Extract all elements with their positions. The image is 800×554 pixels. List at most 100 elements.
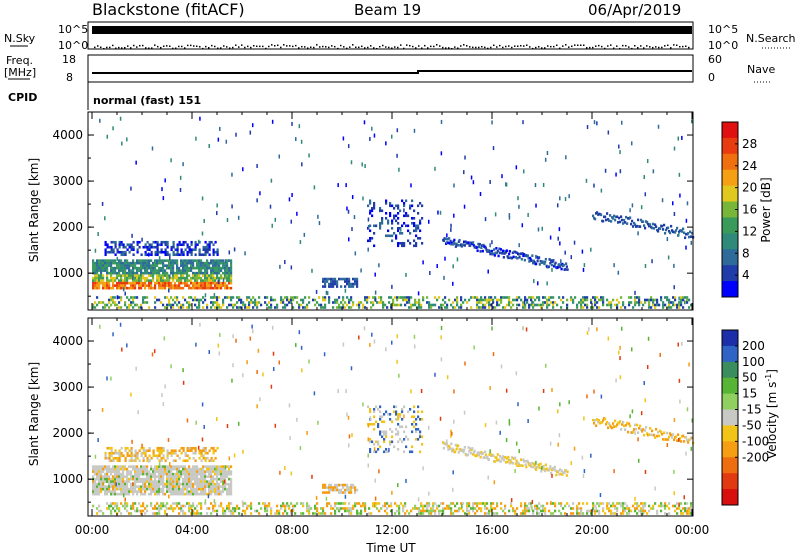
range-time-cell (480, 298, 483, 302)
range-time-cell (620, 502, 623, 505)
range-time-cell (148, 279, 151, 282)
range-time-cell (236, 306, 239, 309)
nsearch-point (196, 45, 198, 48)
range-time-cell (526, 460, 529, 464)
range-time-cell (572, 301, 575, 304)
range-time-cell (336, 298, 339, 302)
range-time-cell (178, 477, 181, 481)
range-time-cell (372, 303, 375, 307)
range-time-cell (498, 459, 501, 463)
range-time-cell (198, 487, 201, 491)
range-time-cell (148, 264, 151, 267)
range-time-cell (138, 261, 141, 265)
range-time-cell (192, 266, 195, 270)
range-time-cell (676, 303, 679, 307)
range-time-cell (564, 268, 567, 271)
range-time-cell (226, 276, 229, 280)
range-time-cell (650, 296, 653, 299)
range-time-cell (118, 465, 121, 468)
range-time-cell (140, 465, 143, 468)
range-time-cell (392, 301, 395, 304)
range-time-cell (342, 298, 345, 302)
range-time-cell (212, 475, 215, 478)
range-time-cell (178, 482, 181, 486)
range-time-cell (462, 502, 465, 505)
range-time-cell (523, 258, 526, 262)
range-time-cell (678, 303, 681, 307)
range-time-cell (493, 480, 496, 485)
range-time-cell (413, 420, 416, 424)
range-time-cell (98, 276, 101, 280)
range-time-cell (168, 494, 170, 499)
range-time-cell (222, 477, 225, 481)
range-time-cell (116, 477, 119, 481)
range-time-cell (326, 280, 329, 283)
range-time-cell (190, 504, 193, 508)
range-time-cell (202, 245, 205, 249)
range-time-cell (168, 266, 171, 270)
range-time-cell (404, 512, 407, 515)
range-time-cell (330, 488, 333, 492)
range-time-cell (182, 276, 185, 280)
range-time-cell (308, 512, 311, 515)
range-time-cell (146, 296, 149, 299)
range-time-cell (590, 509, 593, 513)
range-time-cell (106, 286, 109, 290)
range-time-cell (354, 277, 357, 281)
range-time-cell (346, 483, 349, 487)
range-time-cell (110, 451, 113, 455)
range-time-cell (524, 306, 527, 309)
nsearch-point (379, 45, 381, 48)
range-time-cell (568, 194, 570, 199)
range-time-cell (104, 253, 107, 257)
range-time-cell (218, 306, 221, 309)
range-time-cell (158, 470, 161, 473)
range-time-cell (198, 266, 201, 270)
range-time-cell (151, 146, 154, 151)
range-time-cell (551, 260, 554, 264)
range-time-cell (126, 343, 128, 348)
range-time-cell (356, 282, 359, 286)
range-time-cell (385, 234, 388, 238)
range-time-cell (170, 271, 173, 275)
range-time-cell (122, 490, 125, 493)
range-time-cell (98, 480, 101, 483)
range-time-cell (146, 470, 149, 473)
range-time-cell (156, 281, 159, 285)
range-time-cell (538, 303, 541, 307)
range-time-cell (686, 201, 689, 206)
range-time-cell (330, 486, 333, 489)
range-time-cell (172, 472, 175, 476)
range-time-cell (196, 286, 199, 290)
range-time-cell (342, 486, 345, 489)
nsearch-point (685, 45, 687, 47)
range-time-cell (222, 303, 225, 307)
range-time-cell (188, 279, 191, 282)
range-time-cell (658, 303, 661, 307)
nsearch-point (406, 44, 408, 46)
range-time-cell (162, 264, 165, 267)
range-time-cell (150, 250, 153, 254)
range-time-cell (158, 269, 161, 272)
range-time-cell (152, 274, 155, 277)
range-time-cell (190, 490, 193, 493)
range-time-cell (174, 451, 177, 455)
range-time-cell (162, 196, 165, 201)
range-time-cell (334, 282, 337, 286)
range-time-cell (174, 475, 177, 478)
range-time-cell (94, 454, 97, 459)
range-time-cell (680, 512, 683, 515)
range-time-cell (371, 332, 373, 337)
range-time-cell (540, 504, 543, 508)
range-time-cell (342, 502, 345, 505)
range-time-cell (102, 485, 105, 488)
range-time-cell (401, 410, 404, 414)
range-time-cell (128, 477, 131, 481)
range-time-cell (142, 504, 145, 508)
range-time-cell (166, 502, 169, 505)
range-time-cell (106, 487, 109, 491)
range-time-cell (164, 284, 167, 287)
range-time-cell (110, 274, 113, 277)
range-time-cell (628, 303, 631, 307)
range-time-cell (512, 255, 515, 259)
